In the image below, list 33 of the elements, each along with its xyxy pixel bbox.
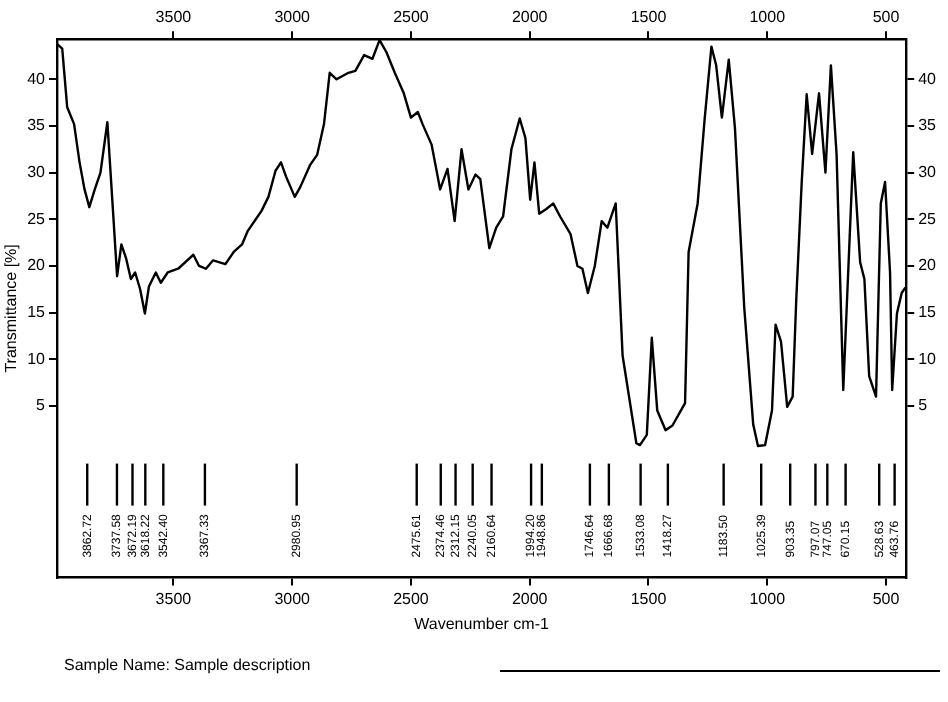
y-tick-label: 5: [36, 396, 47, 415]
y2-tick-label: 5: [918, 396, 929, 415]
x-axis-title: Wavenumber cm-1: [414, 614, 550, 633]
x-tick-label: 3000: [274, 589, 312, 608]
x2-tick-label: 1500: [630, 8, 668, 27]
y2-tick-label: 30: [918, 163, 938, 182]
x2-tick-label: 1000: [749, 8, 787, 27]
y-tick-label: 10: [27, 349, 47, 368]
y2-tick-label: 15: [918, 303, 938, 322]
y-axis-title: Transmittance [%]: [2, 244, 21, 373]
y2-tick-label: 25: [918, 209, 938, 228]
x2-tick-label: 3000: [274, 8, 312, 27]
y-tick-label: 40: [27, 69, 47, 88]
x2-tick-label: 500: [872, 8, 901, 27]
y-tick-label: 15: [27, 303, 47, 322]
x-tick-label: 500: [872, 589, 901, 608]
y-tick-label: 25: [27, 209, 47, 228]
x-tick-label: 1500: [630, 589, 668, 608]
text: Sample Name: Sample description: [64, 656, 311, 674]
x-tick-label: 1000: [749, 589, 787, 608]
y2-tick-label: 35: [918, 116, 938, 135]
y2-tick-label: 10: [918, 349, 938, 368]
x2-tick-label: 2000: [511, 8, 549, 27]
y-tick-label: 35: [27, 116, 47, 135]
x-tick-label: 3500: [155, 589, 193, 608]
x-tick-label: 2500: [393, 589, 430, 608]
x2-tick-label: 3500: [155, 8, 193, 27]
y-tick-label: 30: [27, 163, 47, 182]
y2-tick-label: 40: [918, 69, 938, 88]
y2-tick-label: 20: [918, 256, 938, 275]
x-tick-label: 2000: [511, 589, 549, 608]
x2-tick-label: 2500: [393, 8, 430, 27]
y-tick-label: 20: [27, 256, 47, 275]
